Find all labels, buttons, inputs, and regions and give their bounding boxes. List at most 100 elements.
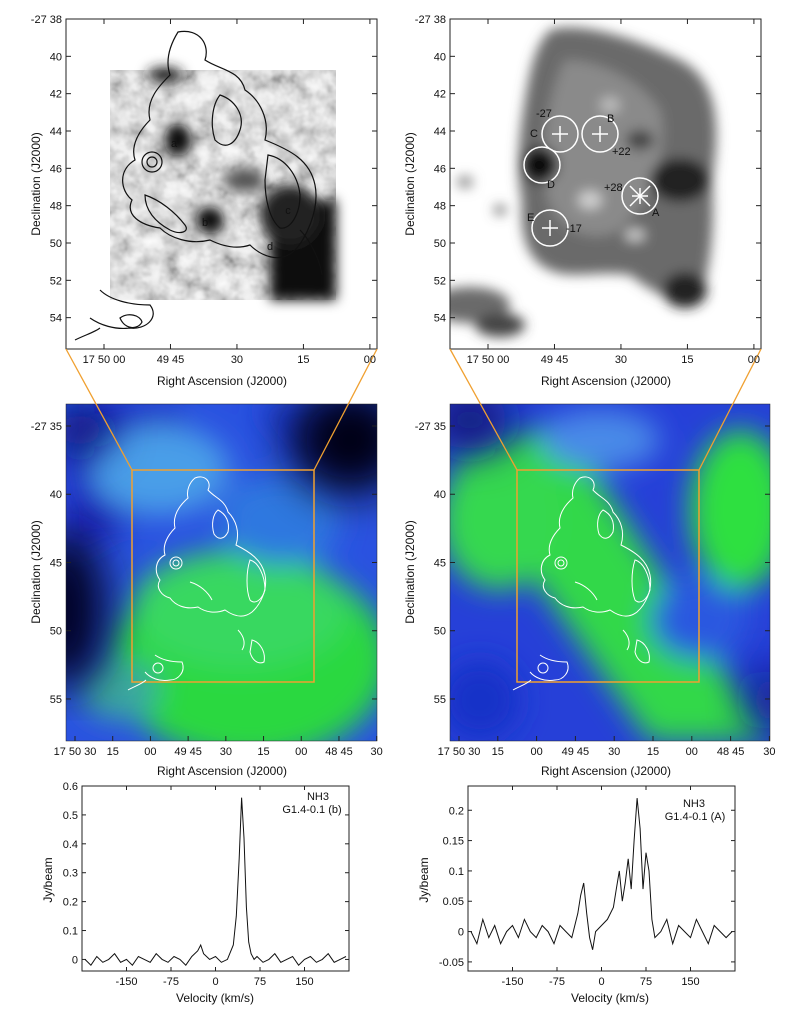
panel-tl-frame <box>65 18 378 350</box>
x-tick-label: 30 <box>608 746 620 758</box>
spectrum-left-legend-1: NH3 <box>307 791 329 803</box>
xlabel-tr: Right Ascension (J2000) <box>541 374 671 388</box>
spectrum-right-legend-1: NH3 <box>683 798 705 810</box>
y-tick-label: -27 35 <box>415 421 446 433</box>
x-tick-label: 49 45 <box>157 354 185 366</box>
marker-b-velocity: +22 <box>612 146 631 158</box>
label-c: c <box>285 205 291 217</box>
y-tick-label: 44 <box>50 126 62 138</box>
y-tick-label: 54 <box>50 313 62 325</box>
x-tick-label: 17 50 30 <box>438 746 481 758</box>
marker-d-label: D <box>547 179 555 191</box>
x-tick-label: 00 <box>295 746 307 758</box>
spec-y-tick-label: 0.5 <box>63 810 78 822</box>
zoom-lines <box>65 348 762 471</box>
marker-c <box>541 115 579 153</box>
spectrum-left-xlabel: Velocity (km/s) <box>176 991 254 1005</box>
spec-y-tick-label: 0.1 <box>449 866 464 878</box>
ylabel-mr: Declination (J2000) <box>403 520 417 623</box>
spec-y-tick-label: 0 <box>72 954 78 966</box>
y-tick-label: 40 <box>434 489 446 501</box>
x-tick-label: 00 <box>144 746 156 758</box>
y-tick-label: 50 <box>50 238 62 250</box>
dark-regions-mr <box>450 404 770 730</box>
marker-c-label: C <box>530 128 538 140</box>
marker-d <box>523 146 561 184</box>
y-tick-label: 50 <box>434 626 446 638</box>
marker-a-velocity: +28 <box>604 182 623 194</box>
spectrum-left-legend-2: G1.4-0.1 (b) <box>282 804 341 816</box>
y-tick-label: 52 <box>50 275 62 287</box>
x-tick-label: 15 <box>681 354 693 366</box>
y-tick-label: 52 <box>434 275 446 287</box>
panel-mid-left: Right Ascension (J2000) Declination (J20… <box>29 403 378 778</box>
spec-x-tick-label: -75 <box>549 976 565 988</box>
x-tick-label: 00 <box>364 354 376 366</box>
x-tick-label: 48 45 <box>717 746 745 758</box>
y-tick-label: 54 <box>434 313 446 325</box>
zoom-box-ml <box>131 469 315 683</box>
x-tick-label: 30 <box>371 746 383 758</box>
panel-mid-right: Right Ascension (J2000) Declination (J20… <box>403 403 771 778</box>
spec-y-tick-label: 0.4 <box>63 839 78 851</box>
y-tick-label: -27 38 <box>31 14 62 26</box>
panel-ml-frame <box>65 403 378 742</box>
x-tick-label: 49 45 <box>562 746 590 758</box>
x-tick-label: 48 45 <box>325 746 353 758</box>
x-tick-label: 15 <box>647 746 659 758</box>
markers-tr <box>523 115 659 247</box>
panel-top-right: -27 C B +22 D +28 A E -17 Right Ascensio… <box>403 18 762 388</box>
marker-a-label: A <box>652 207 660 219</box>
tick-layer: 17 50 00 49 45 30 15 00-27 38404244464850525… <box>31 14 776 988</box>
zoom-line-r1 <box>449 348 518 471</box>
x-tick-label: 15 <box>492 746 504 758</box>
x-tick-label: 00 <box>530 746 542 758</box>
dark-blobs-tl <box>147 67 336 300</box>
spec-x-tick-label: 150 <box>295 976 313 988</box>
x-tick-label: 00 <box>686 746 698 758</box>
marker-labels-tr: -27 C B +22 D +28 A E -17 <box>527 108 660 235</box>
spec-x-tick-label: 0 <box>598 976 604 988</box>
spec-x-tick-label: -150 <box>115 976 137 988</box>
zoom-box-mr <box>516 469 700 683</box>
label-b: b <box>202 217 208 229</box>
marker-e-label: E <box>527 212 534 224</box>
x-tick-label: 49 45 <box>541 354 569 366</box>
spec-y-tick-label: 0.1 <box>63 926 78 938</box>
color-map-mr <box>450 410 770 741</box>
spec-x-tick-label: 150 <box>681 976 699 988</box>
label-a: a <box>171 138 178 150</box>
spectrum-right-ylabel: Jy/beam <box>417 857 431 902</box>
x-tick-label: 49 45 <box>174 746 202 758</box>
spec-y-tick-label: 0.2 <box>449 805 464 817</box>
x-tick-label: 30 <box>763 746 775 758</box>
y-tick-label: 40 <box>434 51 446 63</box>
spectrum-left-line <box>84 797 347 966</box>
y-tick-label: 48 <box>434 201 446 213</box>
spec-y-tick-label: 0.05 <box>443 896 464 908</box>
y-tick-label: 42 <box>434 89 446 101</box>
y-tick-label: 45 <box>434 557 446 569</box>
x-tick-label: 30 <box>220 746 232 758</box>
y-tick-label: 40 <box>50 489 62 501</box>
ylabel-ml: Declination (J2000) <box>29 520 43 623</box>
xlabel-mr: Right Ascension (J2000) <box>541 764 671 778</box>
spec-y-tick-label: 0.15 <box>443 836 464 848</box>
spec-x-tick-label: 75 <box>254 976 266 988</box>
y-tick-label: 46 <box>434 163 446 175</box>
x-tick-label: 17 50 00 <box>83 354 126 366</box>
panel-tr-frame <box>449 18 762 350</box>
marker-a <box>621 177 659 215</box>
panel-top-left: a b c d Right Ascension (J2000) Declinat… <box>29 18 378 388</box>
contours-ml <box>127 476 267 691</box>
spec-x-tick-label: -150 <box>501 976 523 988</box>
ylabel-tr: Declination (J2000) <box>403 132 417 235</box>
x-tick-label: 15 <box>107 746 119 758</box>
contours-mr <box>512 476 652 691</box>
y-tick-label: 40 <box>50 51 62 63</box>
spec-x-tick-label: -75 <box>163 976 179 988</box>
xlabel-ml: Right Ascension (J2000) <box>157 764 287 778</box>
x-tick-label: 30 <box>615 354 627 366</box>
marker-c-velocity: -27 <box>536 108 552 120</box>
